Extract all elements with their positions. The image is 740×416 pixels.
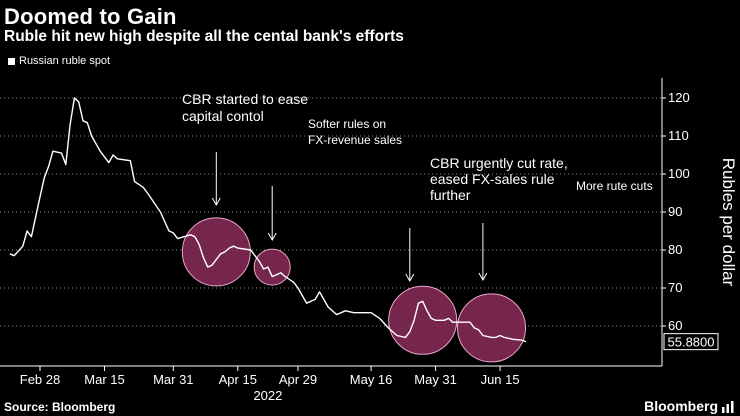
annotations: CBR started to ease capital contol Softer … (182, 91, 653, 283)
y-tick-label: 100 (668, 166, 690, 181)
x-tick-label: Apr 15 (219, 372, 257, 387)
annotation-line: further (430, 187, 471, 203)
y-tick-label: 80 (668, 242, 682, 257)
y-tick-label: 120 (668, 90, 690, 105)
annotation-text: CBR urgently cut rate, eased FX-sales rul… (430, 155, 568, 203)
highlight-circles (181, 217, 526, 363)
annotation-text: Softer rules on FX-revenue sales (308, 117, 402, 147)
annotation-text: More rute cuts (576, 179, 653, 193)
annotation-arrow-head (211, 197, 221, 207)
annotation-line: CBR started to ease (182, 91, 308, 107)
x-tick-label: May 16 (350, 372, 393, 387)
highlight-circle (181, 217, 251, 287)
annotation-line: Softer rules on (308, 117, 386, 131)
y-axis-title: Rubles per dollar (719, 158, 738, 287)
highlight-circle (388, 285, 458, 355)
x-tick-label: Mar 31 (153, 372, 193, 387)
x-axis-year-label: 2022 (253, 388, 282, 403)
legend: Russian ruble spot (8, 55, 110, 67)
y-tick-label: 70 (668, 280, 682, 295)
source-note: Source: Bloomberg (4, 400, 116, 414)
annotation-line: FX-revenue sales (308, 133, 402, 147)
x-tick-label: May 31 (414, 372, 457, 387)
last-value-label: 55.8800 (668, 335, 715, 350)
last-value-box (663, 333, 719, 351)
highlight-circle (253, 248, 291, 286)
annotation-text: CBR started to ease capital contol (182, 91, 308, 124)
chart-title: Doomed to Gain (4, 4, 177, 29)
x-tick-label: Jun 15 (481, 372, 520, 387)
annotation-line: More rute cuts (576, 179, 653, 193)
y-axis: 60 70 80 90 100 110 120 Rubles per dollar (661, 78, 738, 366)
annotation-line: capital contol (182, 108, 264, 124)
series-lines: 55.8800 (9, 97, 719, 351)
x-axis: Feb 28 Mar 15 Mar 31 Apr 15 Apr 29 May 16 May … (0, 365, 662, 403)
x-tick-label: Feb 28 (20, 372, 60, 387)
series-line (9, 97, 527, 343)
legend-label: Russian ruble spot (19, 55, 111, 67)
x-tick-label: Apr 29 (279, 372, 317, 387)
annotation-arrow-head (478, 272, 488, 282)
chart-subtitle: Ruble hit new high despite all the centa… (4, 28, 404, 45)
legend-swatch (8, 57, 15, 65)
highlight-circle (457, 293, 526, 363)
x-tick-label: Mar 15 (84, 372, 124, 387)
annotation-arrow-head (267, 232, 277, 242)
y-tick-label: 110 (668, 128, 689, 143)
brand-mark-icon (722, 401, 734, 413)
brand-logo: Bloomberg (644, 398, 718, 414)
y-tick-label: 60 (668, 318, 682, 333)
y-tick-label: 90 (668, 204, 682, 219)
annotation-line: CBR urgently cut rate, (430, 155, 568, 171)
annotation-line: eased FX-sales rule (430, 171, 555, 187)
annotation-arrow-head (405, 273, 415, 283)
